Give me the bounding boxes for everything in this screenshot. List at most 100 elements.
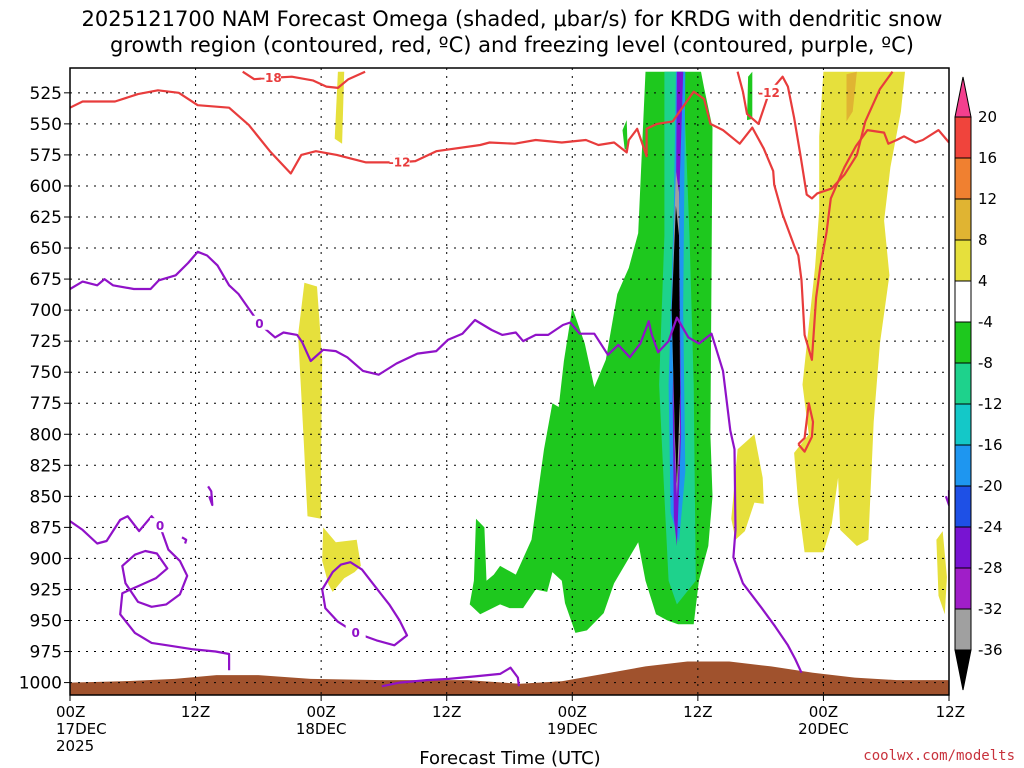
x-tick-label-72-1: 00Z (809, 703, 838, 721)
y-tick-label-900: 900 (30, 549, 62, 569)
colorbar-tick-label-4: 4 (978, 272, 988, 290)
x-tick-label-24-1: 00Z (306, 703, 335, 721)
colorbar-tick-label-7: -12 (978, 395, 1003, 413)
colorbar-tick-label-13: -36 (978, 641, 1003, 659)
dendritic-contour-line-3 (797, 402, 815, 453)
colorbar-band-3 (954, 198, 972, 241)
colorbar-band-13 (954, 608, 972, 651)
dendritic-contour-label-bg-1 (389, 154, 410, 169)
contour-lines: -18 -12 -12 0 0 0 (70, 69, 949, 688)
dendritic-contour-line-0 (242, 70, 366, 90)
y-tick-label-950: 950 (30, 612, 62, 632)
y-tick-label-725: 725 (30, 332, 62, 352)
dendritic-contour-label-bg-2 (759, 84, 780, 99)
freezing-contour-line-2 (321, 561, 409, 647)
colorbar: 20 16 12 8 4 -4 -8 -12 -16 -20 -24 -28 -32 -36 (954, 76, 1003, 691)
x-axis-label: Forecast Time (UTC) (419, 748, 600, 768)
y-tick-label-850: 850 (30, 487, 62, 507)
colorbar-band-6 (954, 321, 972, 364)
colorbar-band-2 (954, 157, 972, 200)
colorbar-tick-label-2: 12 (978, 190, 997, 208)
colorbar-band-12 (954, 567, 972, 610)
y-tick-label-625: 625 (30, 208, 62, 228)
freezing-contour-line-6 (944, 490, 949, 507)
omega-shading (298, 71, 947, 633)
dendritic-contour-label-0: -18 (260, 71, 282, 85)
y-tick-label-525: 525 (30, 84, 62, 104)
x-tick-label-12-1: 12Z (181, 703, 210, 721)
freezing-contour-label-2: 0 (351, 626, 359, 640)
y-tick-label-600: 600 (30, 177, 62, 197)
colorbar-band-11 (954, 526, 972, 569)
x-tick-label-60-1: 12Z (683, 703, 712, 721)
credit-text: coolwx.com/modelts (863, 748, 1015, 764)
chart-title-line-1: 2025121700 NAM Forecast Omega (shaded, μ… (82, 7, 943, 31)
x-tick-label-48-2: 19DEC (547, 720, 598, 738)
gridlines (70, 68, 949, 695)
y-axis: 525 550 575 600 625 650 675 700 725 750 775 800 825 8… (19, 84, 70, 694)
colorbar-band-5 (954, 280, 972, 323)
y-tick-label-750: 750 (30, 363, 62, 383)
colorbar-tick-label-10: -24 (978, 518, 1003, 536)
omega-region-0 (334, 71, 345, 144)
freezing-contour-line-5 (181, 536, 188, 544)
freezing-contour-label-bg-2 (345, 624, 366, 639)
x-tick-label-72-2: 20DEC (798, 720, 849, 738)
terrain-layer (70, 661, 949, 695)
y-tick-label-700: 700 (30, 301, 62, 321)
freezing-contour-label-1: 0 (156, 519, 164, 533)
omega-region-5 (747, 71, 753, 121)
y-tick-label-975: 975 (30, 643, 62, 663)
colorbar-tick-label-5: -4 (978, 313, 993, 331)
colorbar-bottom-arrow (954, 649, 972, 691)
colorbar-band-1 (954, 116, 972, 159)
colorbar-band-10 (954, 485, 972, 528)
freezing-contour-line-0 (70, 250, 803, 674)
y-tick-label-650: 650 (30, 239, 62, 259)
y-tick-label-800: 800 (30, 425, 62, 445)
dendritic-contour-label-2: -12 (758, 86, 780, 100)
omega-region-3 (469, 71, 713, 633)
dendritic-contour-line-2 (736, 71, 894, 200)
x-tick-label-84-1: 12Z (936, 703, 965, 721)
x-tick-label-0-2: 17DEC (56, 720, 107, 738)
freezing-contour-label-bg-0 (249, 315, 270, 330)
x-tick-label-0-3: 2025 (56, 737, 94, 755)
colorbar-tick-label-8: -16 (978, 436, 1003, 454)
y-tick-label-550: 550 (30, 115, 62, 135)
colorbar-band-9 (954, 444, 972, 487)
dendritic-contour-line-1 (70, 89, 949, 361)
colorbar-tick-label-1: 16 (978, 149, 997, 167)
omega-region-4 (622, 120, 628, 152)
colorbar-tick-label-3: 8 (978, 231, 988, 249)
y-tick-label-1000: 1000 (19, 674, 62, 694)
y-tick-label-775: 775 (30, 394, 62, 414)
y-tick-label-675: 675 (30, 270, 62, 290)
omega-region-1 (298, 282, 323, 519)
dendritic-contour-label-bg-0 (260, 69, 281, 84)
omega-region-11 (731, 434, 764, 540)
chart-title-line-2: growth region (contoured, red, ºC) and f… (110, 33, 914, 57)
colorbar-tick-label-11: -28 (978, 559, 1003, 577)
y-tick-label-925: 925 (30, 580, 62, 600)
x-tick-label-48-1: 00Z (558, 703, 587, 721)
colorbar-tick-label-12: -32 (978, 600, 1003, 618)
colorbar-tick-label-9: -20 (978, 477, 1003, 495)
x-tick-label-36-1: 12Z (432, 703, 461, 721)
colorbar-band-8 (954, 403, 972, 446)
colorbar-tick-label-0: 20 (978, 108, 997, 126)
x-tick-label-24-2: 18DEC (296, 720, 347, 738)
colorbar-top-arrow (954, 76, 972, 118)
plot-frame (69, 67, 950, 696)
omega-region-10 (671, 205, 681, 484)
y-tick-label-575: 575 (30, 146, 62, 166)
omega-region-2 (322, 527, 361, 592)
freezing-contour-label-0: 0 (255, 317, 263, 331)
freezing-contour-label-bg-1 (149, 518, 170, 533)
freezing-contour-line-3 (381, 666, 520, 688)
dendritic-contour-label-1: -12 (389, 155, 411, 169)
freezing-contour-line-1 (70, 515, 231, 671)
omega-region-13 (846, 71, 857, 122)
